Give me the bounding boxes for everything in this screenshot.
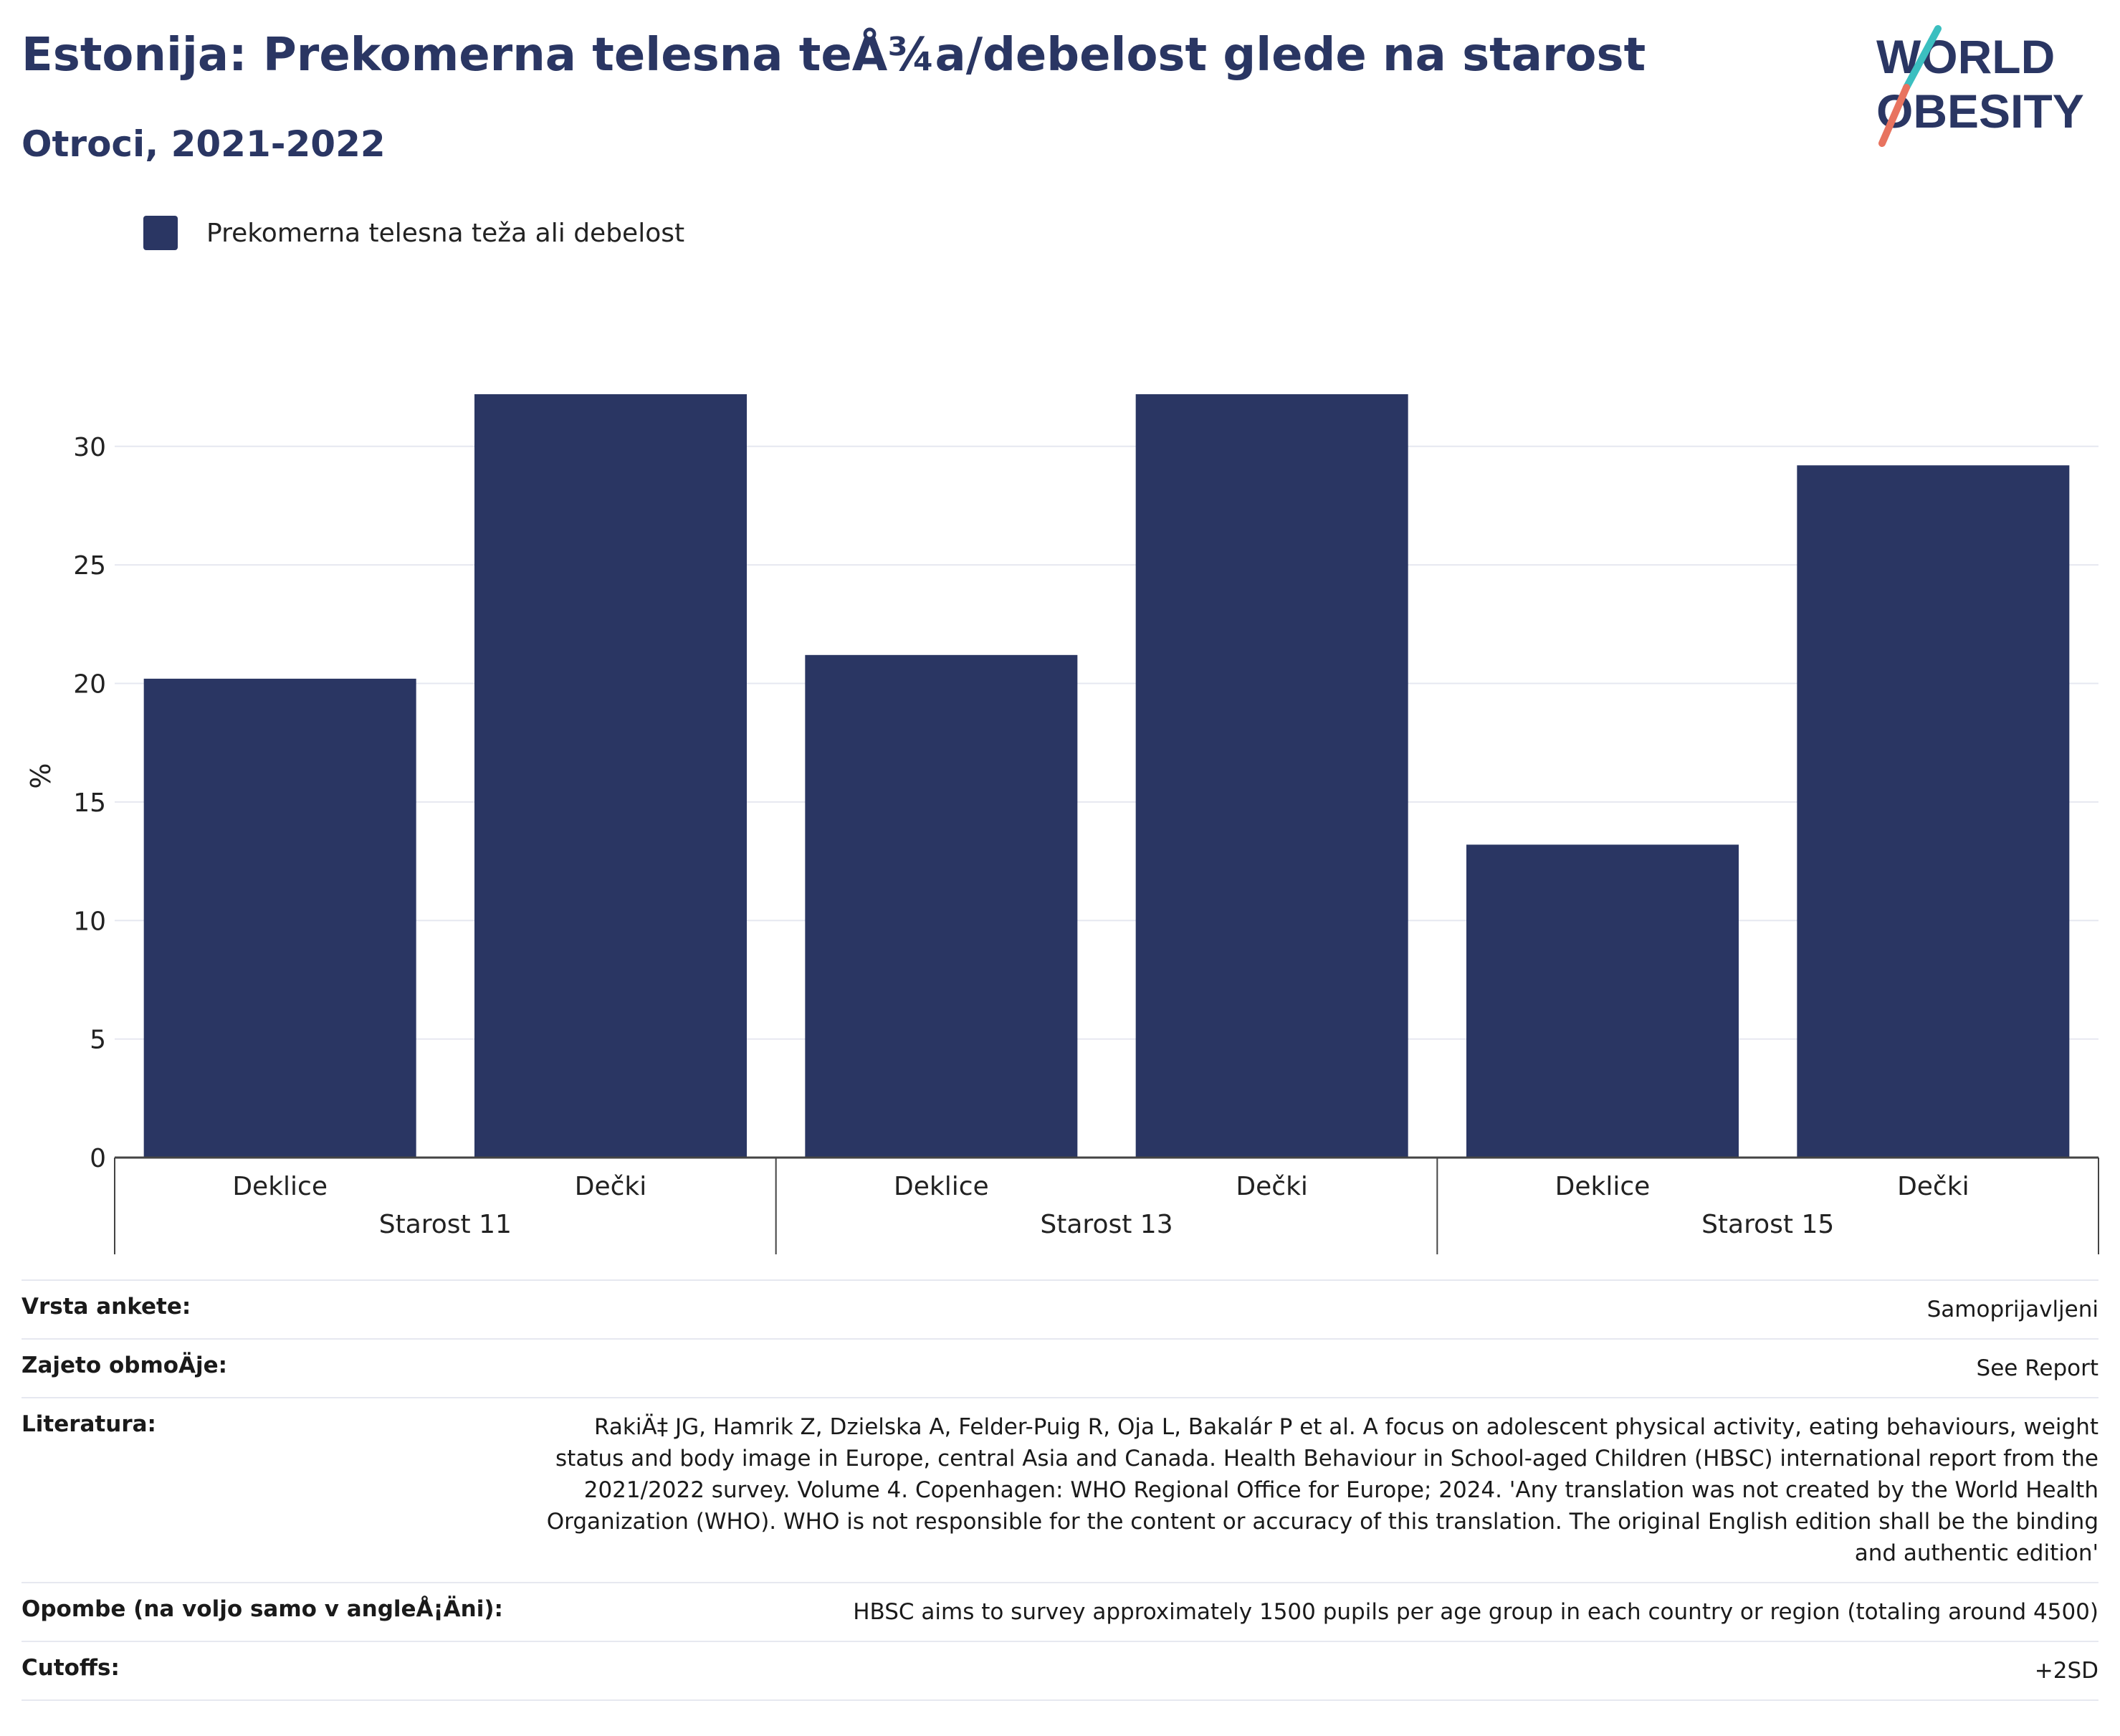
x-tick-label: Deklice (1555, 1172, 1651, 1201)
bar-chart: 0 5 10 15 20 25 30% Deklice Dečki Starost 11 Dekli… (25, 394, 2099, 1254)
chart-title: Estonija: Prekomerna telesna teÅ¾a/debel… (22, 29, 1646, 82)
metadata-table: Vrsta ankete: Samoprijavljeni Zajeto obm… (22, 1279, 2098, 1701)
legend-label: Prekomerna telesna teža ali debelost (206, 218, 685, 248)
bar (1466, 844, 1739, 1158)
x-tick-label: Dečki (1897, 1172, 1969, 1201)
meta-label: Vrsta ankete: (22, 1294, 191, 1320)
x-tick-label: Deklice (232, 1172, 328, 1201)
svg-text:OBESITY: OBESITY (1876, 85, 2084, 138)
meta-value: See Report (1976, 1355, 2098, 1381)
group-label: Starost 13 (1040, 1210, 1173, 1239)
meta-row-references: Literatura: RakiÄ‡ JG, Hamrik Z, Dzielsk… (22, 1397, 2098, 1582)
group-label: Starost 11 (379, 1210, 512, 1239)
group-label: Starost 15 (1701, 1210, 1834, 1239)
y-axis-label: % (25, 763, 57, 788)
y-tick-label: 0 (90, 1144, 106, 1173)
meta-value: RakiÄ‡ JG, Hamrik Z, Dzielska A, Felder-… (546, 1414, 2098, 1566)
y-tick-label: 30 (73, 433, 106, 462)
legend-swatch (143, 216, 178, 250)
y-tick-label: 5 (90, 1026, 106, 1055)
bar (143, 678, 416, 1158)
chart-subtitle: Otroci, 2021-2022 (22, 123, 386, 165)
meta-row-notes: Opombe (na voljo samo v angleÅ¡Äni): HBS… (22, 1582, 2098, 1641)
meta-row-survey-type: Vrsta ankete: Samoprijavljeni (22, 1279, 2098, 1338)
svg-text:WORLD: WORLD (1876, 30, 2055, 83)
y-tick-label: 10 (73, 907, 106, 936)
x-tick-label: Dečki (1236, 1172, 1308, 1201)
meta-row-coverage: Zajeto obmoÄje: See Report (22, 1338, 2098, 1397)
meta-label: Opombe (na voljo samo v angleÅ¡Äni): (22, 1596, 503, 1622)
bar (805, 654, 1078, 1158)
meta-value: HBSC aims to survey approximately 1500 p… (853, 1599, 2098, 1625)
meta-value: +2SD (2034, 1658, 2098, 1684)
meta-value: Samoprijavljeni (1926, 1297, 2098, 1322)
y-tick-label: 20 (73, 670, 106, 700)
meta-label: Cutoffs: (22, 1655, 120, 1681)
x-tick-label: Deklice (894, 1172, 989, 1201)
bar (1135, 394, 1408, 1158)
x-tick-label: Dečki (575, 1172, 647, 1201)
meta-label: Zajeto obmoÄje: (22, 1353, 228, 1378)
bar (1797, 465, 2070, 1158)
y-tick-label: 25 (73, 551, 106, 581)
world-obesity-logo: WORLD OBESITY (1876, 25, 2084, 147)
bar (474, 394, 747, 1158)
y-tick-label: 15 (73, 788, 106, 818)
meta-row-cutoffs: Cutoffs: +2SD (22, 1641, 2098, 1701)
legend: Prekomerna telesna teža ali debelost (143, 215, 684, 251)
meta-label: Literatura: (22, 1411, 156, 1437)
